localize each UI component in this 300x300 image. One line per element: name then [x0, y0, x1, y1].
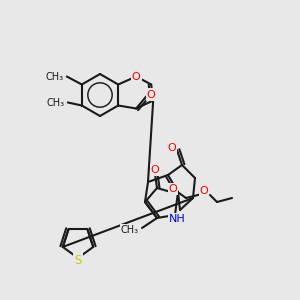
Text: O: O — [147, 89, 156, 100]
Text: O: O — [200, 186, 208, 196]
Text: O: O — [168, 143, 176, 153]
Text: O: O — [151, 165, 159, 175]
Text: NH: NH — [169, 214, 185, 224]
Text: CH₃: CH₃ — [121, 225, 139, 235]
Text: CH₃: CH₃ — [47, 98, 65, 109]
Text: O: O — [169, 184, 177, 194]
Text: O: O — [132, 71, 141, 82]
Text: CH₃: CH₃ — [46, 71, 64, 82]
Text: S: S — [74, 254, 82, 268]
